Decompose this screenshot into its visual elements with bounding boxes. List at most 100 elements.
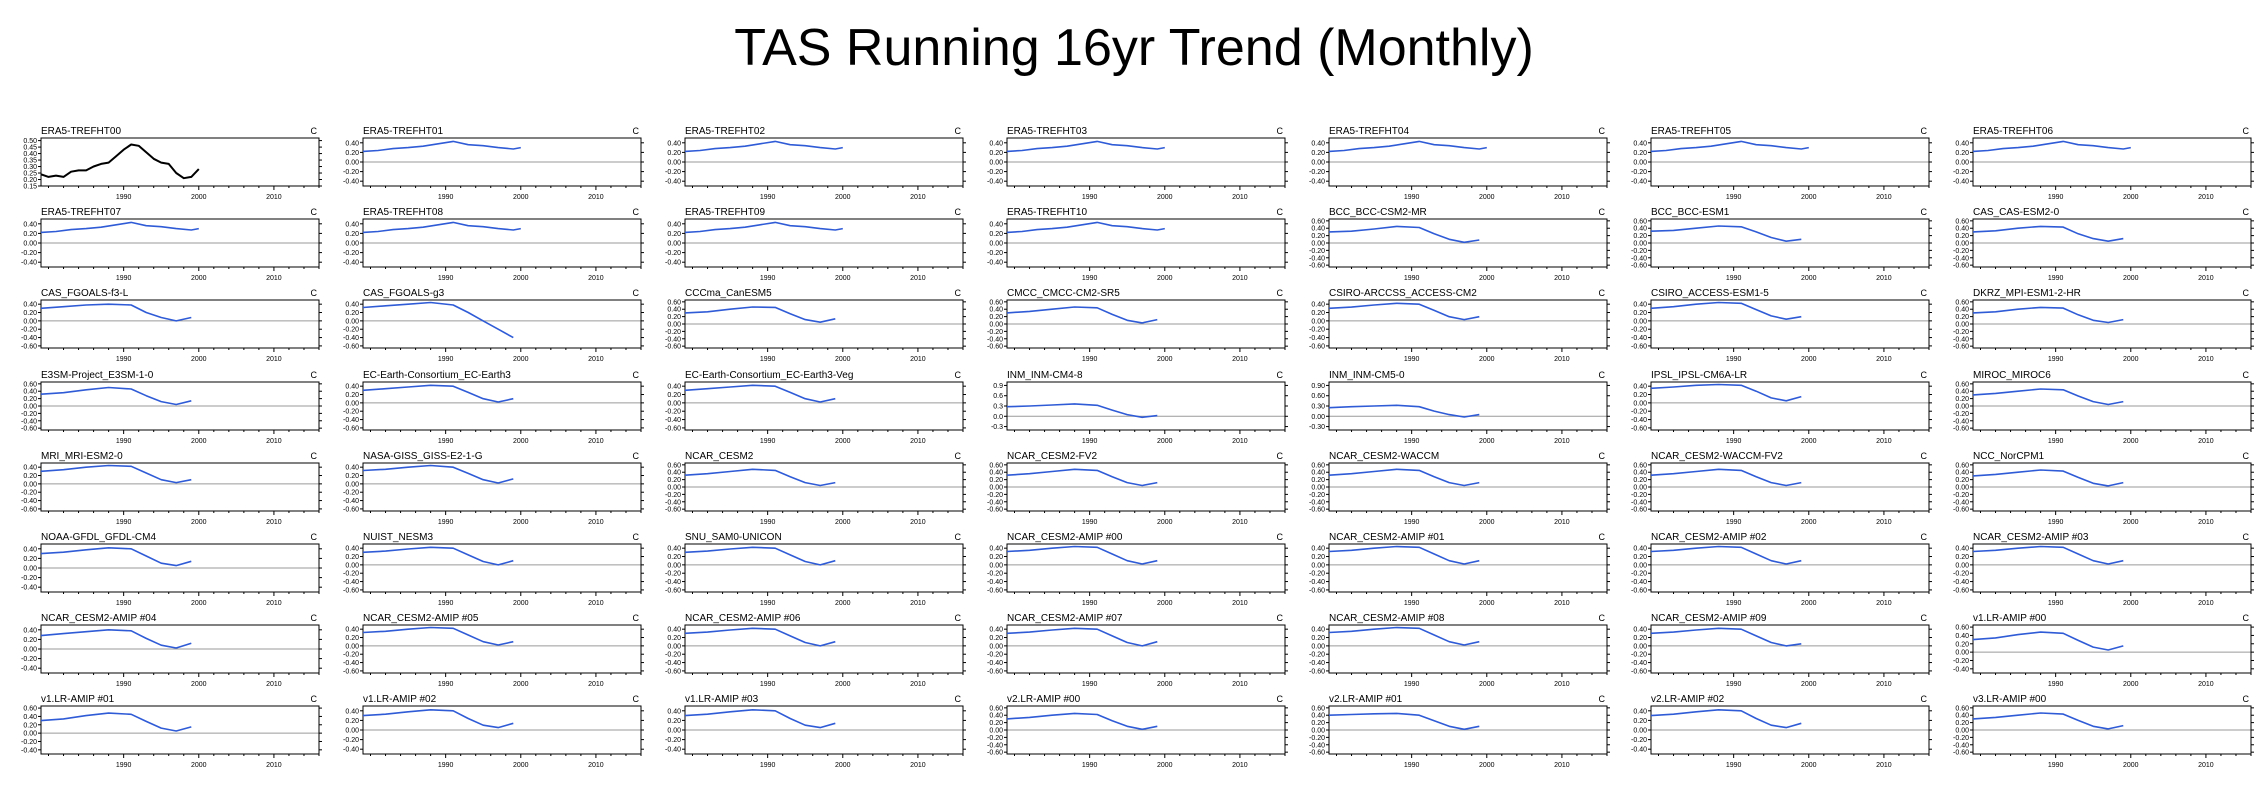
y-tick-label: 0.20: [1633, 233, 1647, 240]
y-tick-label: 0.40: [23, 221, 37, 228]
x-tick-label: 2010: [1554, 194, 1570, 201]
y-tick-label: -0.20: [1309, 735, 1325, 742]
y-tick-label: -0.40: [1631, 660, 1647, 667]
y-tick-label: 0.60: [1955, 218, 1969, 225]
x-tick-label: 2000: [513, 438, 529, 445]
y-tick-label: 0.00: [1633, 562, 1647, 569]
panel-unit: C: [1921, 207, 1928, 217]
y-tick-label: 0.40: [1955, 546, 1969, 553]
y-tick-label: -0.60: [987, 587, 1003, 594]
y-tick-label: 0.40: [667, 470, 681, 477]
y-tick-label: 0.40: [23, 465, 37, 472]
panel-title: v1.LR-AMIP #01: [41, 694, 115, 705]
series-line: [362, 301, 514, 339]
y-tick-label: -0.40: [1631, 579, 1647, 586]
y-tick-label: -0.20: [21, 490, 37, 497]
x-tick-label: 2010: [1232, 519, 1248, 526]
x-tick-label: 1990: [1082, 194, 1098, 201]
y-tick-label: 0.20: [667, 150, 681, 157]
panel-unit: C: [1277, 694, 1284, 704]
y-tick-label: 0.00: [23, 318, 37, 325]
series-line: [1006, 468, 1158, 487]
y-tick-label: -0.60: [1953, 507, 1969, 514]
series-line: [1006, 627, 1158, 647]
series-line: [362, 708, 514, 729]
y-tick-label: -0.20: [665, 329, 681, 336]
panel-frame: [1650, 624, 1930, 674]
y-tick-label: 0.00: [23, 647, 37, 654]
panel-unit: C: [1277, 532, 1284, 542]
chart-panel: v3.LR-AMIP #00 C 0.600.400.200.00-0.20-0.4…: [1953, 694, 2254, 769]
y-tick-label: 0.40: [1633, 226, 1647, 233]
y-tick-label: -0.40: [987, 260, 1003, 267]
panel-frame: [1650, 381, 1930, 431]
x-tick-label: 2010: [910, 438, 926, 445]
series-line: [684, 221, 843, 234]
y-tick-label: -0.20: [21, 739, 37, 746]
series-line: [1006, 712, 1158, 731]
y-tick-label: 0.00: [1311, 562, 1325, 569]
y-tick-label: -0.60: [21, 426, 37, 433]
chart-panel: NCAR_CESM2-WACCM C0.600.400.200.00-0.20-0…: [1309, 451, 1610, 526]
series-line: [684, 468, 836, 487]
chart-panel: IPSL_IPSL-CM6A-LR C 0.400.200.00 -0.20-0.40…: [1631, 370, 1932, 445]
y-tick-label: 0.40: [1633, 384, 1647, 391]
y-tick-label: -0.40: [1631, 499, 1647, 506]
y-tick-label: 0.20: [989, 314, 1003, 321]
x-tick-label: 1990: [2048, 681, 2064, 688]
y-tick-label: -0.40: [343, 498, 359, 505]
y-tick-label: 0.3: [993, 404, 1003, 411]
y-tick-label: 0.40: [23, 389, 37, 396]
panel-unit: C: [633, 370, 640, 380]
y-tick-label: -0.60: [1631, 263, 1647, 270]
chart-panel: NASA-GISS_GISS-E2-1-G C0.400.200.00-0.20-…: [343, 451, 644, 526]
x-tick-label: 2000: [191, 356, 207, 363]
panel-title: ERA5-TREFHT07: [41, 207, 121, 218]
y-tick-label: 0.40: [1955, 389, 1969, 396]
panel-unit: C: [311, 451, 318, 461]
y-tick-label: 0.20: [1311, 720, 1325, 727]
y-tick-label: -0.60: [1309, 750, 1325, 757]
y-tick-label: -0.60: [1631, 507, 1647, 514]
chart-panel: ERA5-TREFHT07 C 0.40 0.20 0.00 -0.20 -0.40 1990…: [21, 207, 322, 282]
y-tick-label: -0.40: [987, 499, 1003, 506]
x-tick-label: 2000: [513, 600, 529, 607]
series-line: [1972, 225, 2124, 242]
series-line: [1328, 404, 1480, 418]
y-tick-label: 0.20: [1955, 314, 1969, 321]
x-tick-label: 2000: [2123, 275, 2139, 282]
y-tick-label: 0.00: [23, 481, 37, 488]
y-tick-label: 0.40: [667, 708, 681, 715]
panel-unit: C: [1921, 126, 1928, 136]
chart-panel: NUIST_NESM3 C 0.400.200.00 -0.20-0.40-0.60 1…: [343, 532, 644, 607]
x-tick-label: 2000: [835, 681, 851, 688]
y-tick-label: -0.60: [1309, 343, 1325, 350]
panel-frame: [684, 543, 964, 593]
y-tick-label: 0.60: [1955, 705, 1969, 712]
series-line: [362, 221, 521, 234]
x-tick-label: 1990: [1726, 762, 1742, 769]
x-tick-label: 2010: [588, 194, 604, 201]
panel-title: v1.LR-AMIP #03: [685, 694, 759, 705]
y-tick-label: -0.40: [987, 579, 1003, 586]
series-line: [684, 708, 836, 729]
y-tick-label: 0.00: [1955, 650, 1969, 657]
panel-unit: C: [2243, 613, 2250, 623]
y-tick-label: 0.45: [23, 145, 37, 152]
x-tick-label: 2000: [191, 762, 207, 769]
y-tick-label: -0.40: [21, 498, 37, 505]
panel-title: NCAR_CESM2-AMIP #07: [1007, 613, 1123, 624]
chart-panel: ERA5-TREFHT10 C 0.40 0.20 0.00 -0.20 -0.40 1990…: [987, 207, 1288, 282]
x-tick-label: 1990: [1404, 438, 1420, 445]
x-tick-label: 2010: [266, 762, 282, 769]
y-tick-label: 0.60: [1311, 462, 1325, 469]
series-line: [1006, 221, 1165, 234]
y-tick-label: -0.40: [665, 336, 681, 343]
x-tick-label: 2010: [910, 194, 926, 201]
x-tick-label: 2010: [1876, 275, 1892, 282]
x-tick-label: 1990: [2048, 438, 2064, 445]
x-tick-label: 2010: [1232, 356, 1248, 363]
x-tick-label: 2000: [2123, 762, 2139, 769]
y-tick-label: 0.00: [1955, 241, 1969, 248]
y-tick-label: -0.40: [343, 579, 359, 586]
